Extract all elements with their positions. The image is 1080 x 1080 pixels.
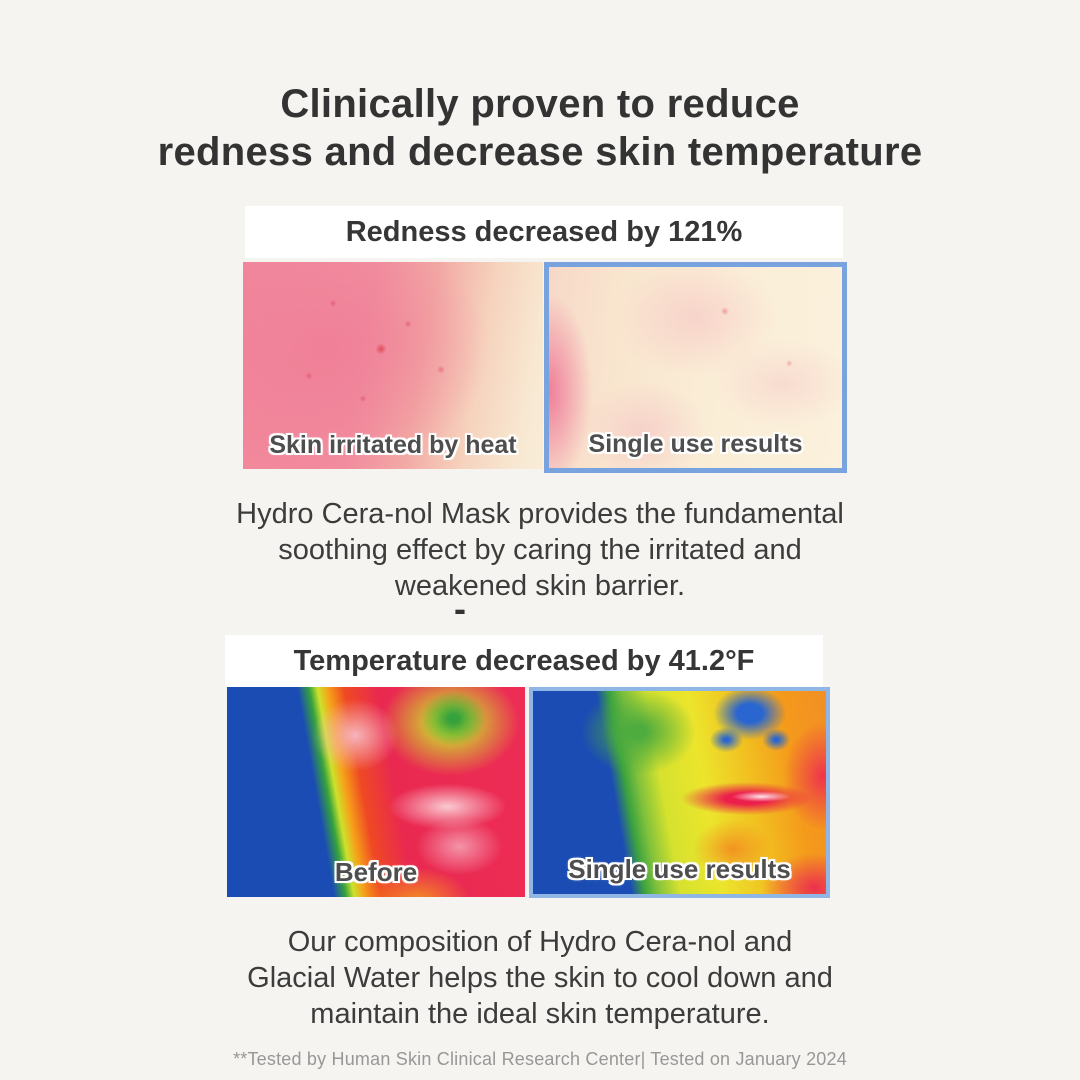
redness-banner: Redness decreased by 121%	[245, 206, 843, 258]
thermal-after-label: Single use results	[568, 854, 791, 884]
temperature-banner: Temperature decreased by 41.2°F	[225, 635, 823, 687]
section-divider: -	[454, 588, 466, 629]
thermal-after-image: Single use results	[529, 687, 830, 898]
page-title: Clinically proven to reduce redness and …	[157, 82, 923, 174]
footnote: **Tested by Human Skin Clinical Research…	[233, 1049, 847, 1069]
skin-before-label: Skin irritated by heat	[269, 431, 517, 459]
redness-description: Hydro Cera-nol Mask provides the fundame…	[236, 498, 844, 602]
skin-after-label: Single use results	[588, 430, 803, 458]
temperature-description: Our composition of Hydro Cera-nol and Gl…	[247, 926, 833, 1030]
temperature-banner-title: Temperature decreased by 41.2°F	[293, 644, 755, 677]
skin-before-image: Skin irritated by heat	[243, 262, 543, 469]
redness-banner-title: Redness decreased by 121%	[345, 215, 743, 248]
skin-after-image: Single use results	[544, 262, 847, 473]
thermal-before-label: Before	[334, 857, 418, 887]
thermal-before-image: Before	[227, 687, 525, 897]
